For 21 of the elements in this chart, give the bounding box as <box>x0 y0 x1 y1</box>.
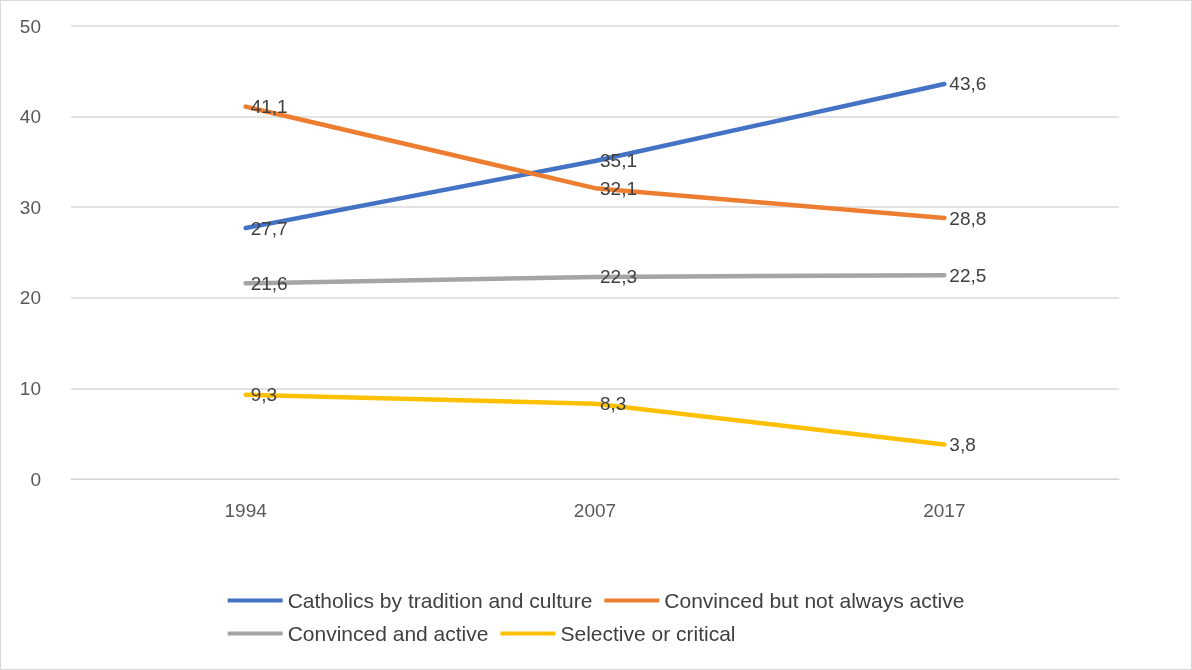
y-tick-label: 40 <box>19 106 41 128</box>
data-label: 8,3 <box>600 393 627 415</box>
data-label: 3,8 <box>949 434 976 456</box>
x-tick-label: 2017 <box>923 500 966 521</box>
y-tick-label: 10 <box>19 377 41 399</box>
data-label: 21,6 <box>250 272 288 294</box>
legend-label: Selective or critical <box>560 622 736 645</box>
data-label: 35,1 <box>600 150 637 172</box>
legend-label: Catholics by tradition and culture <box>287 589 593 612</box>
data-label: 22,5 <box>949 264 987 286</box>
data-label: 43,6 <box>949 73 987 95</box>
y-tick-label: 50 <box>19 15 41 37</box>
data-label: 22,3 <box>600 266 637 288</box>
y-tick-label: 0 <box>30 468 41 490</box>
y-tick-label: 30 <box>19 196 41 218</box>
data-label: 28,8 <box>949 207 987 229</box>
x-tick-label: 2007 <box>573 500 617 521</box>
x-tick-label: 1994 <box>224 500 268 521</box>
y-tick-label: 20 <box>19 287 41 309</box>
legend-label: Convinced and active <box>287 622 489 645</box>
legend-label: Convinced but not always active <box>664 589 965 612</box>
